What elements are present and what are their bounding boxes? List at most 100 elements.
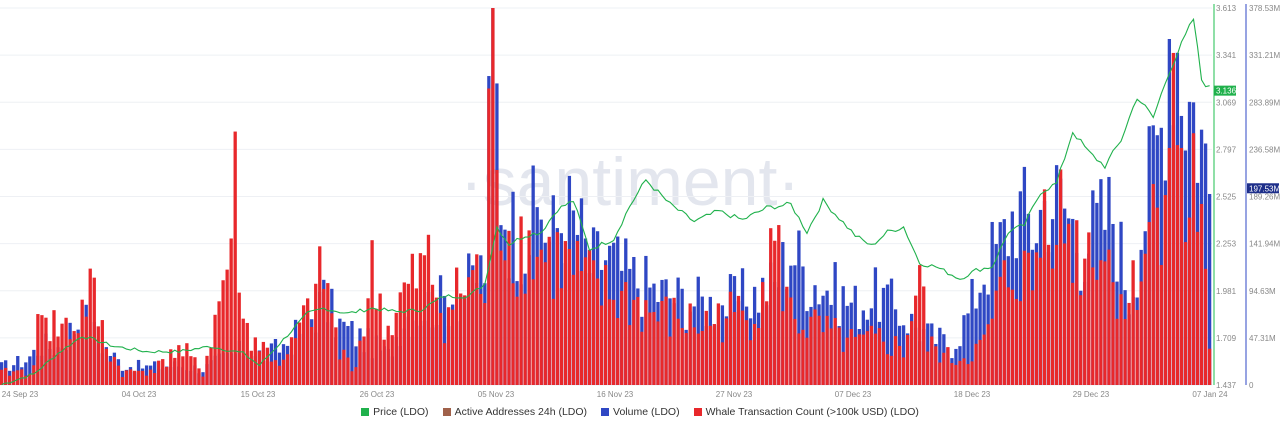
whale-bar[interactable] xyxy=(40,315,44,385)
whale-bar[interactable] xyxy=(293,338,298,385)
whale-bar[interactable] xyxy=(1187,217,1192,385)
whale-bar[interactable] xyxy=(849,329,853,385)
volume-bar[interactable] xyxy=(881,287,886,385)
whale-bar[interactable] xyxy=(994,290,998,385)
whale-bar[interactable] xyxy=(1159,265,1163,385)
whale-bar[interactable] xyxy=(334,327,338,385)
whale-bar[interactable] xyxy=(173,357,177,385)
whale-bar[interactable] xyxy=(281,359,286,385)
whale-bar[interactable] xyxy=(157,360,161,385)
whale-bar[interactable] xyxy=(1163,195,1167,385)
whale-bar[interactable] xyxy=(322,288,326,385)
whale-bar[interactable] xyxy=(1006,287,1010,385)
whale-bar[interactable] xyxy=(193,357,197,385)
whale-bar[interactable] xyxy=(406,283,410,385)
whale-bar[interactable] xyxy=(1123,319,1127,385)
whale-bar[interactable] xyxy=(938,362,942,385)
whale-bar[interactable] xyxy=(358,340,362,385)
whale-bar[interactable] xyxy=(104,348,108,385)
whale-bar[interactable] xyxy=(910,321,914,385)
whale-bar[interactable] xyxy=(640,331,644,385)
whale-bar[interactable] xyxy=(72,331,76,385)
whale-bar[interactable] xyxy=(841,351,845,385)
whale-bar[interactable] xyxy=(897,345,902,385)
volume-bar[interactable] xyxy=(28,356,32,385)
whale-bar[interactable] xyxy=(720,342,725,385)
whale-bar[interactable] xyxy=(60,323,64,385)
whale-bar[interactable] xyxy=(918,265,922,385)
whale-bar[interactable] xyxy=(636,296,640,385)
whale-bar[interactable] xyxy=(479,293,483,385)
whale-bar[interactable] xyxy=(277,365,282,385)
whale-bar[interactable] xyxy=(732,312,737,385)
whale-bar[interactable] xyxy=(217,301,221,385)
whale-bar[interactable] xyxy=(80,299,84,385)
whale-bar[interactable] xyxy=(990,318,994,385)
whale-bar[interactable] xyxy=(1195,231,1200,385)
whale-bar[interactable] xyxy=(966,364,970,385)
whale-bar[interactable] xyxy=(833,317,837,385)
whale-bar[interactable] xyxy=(724,318,729,385)
whale-bar[interactable] xyxy=(503,260,507,385)
whale-bar[interactable] xyxy=(1030,290,1035,385)
whale-bar[interactable] xyxy=(740,310,745,385)
whale-bar[interactable] xyxy=(1091,267,1095,385)
whale-bar[interactable] xyxy=(8,375,12,385)
whale-bar[interactable] xyxy=(1014,298,1018,385)
whale-bar[interactable] xyxy=(229,238,233,385)
whale-bar[interactable] xyxy=(507,230,511,385)
whale-bar[interactable] xyxy=(197,368,201,385)
whale-bar[interactable] xyxy=(398,292,402,385)
whale-bar[interactable] xyxy=(620,290,624,385)
whale-bar[interactable] xyxy=(825,315,829,385)
whale-bar[interactable] xyxy=(265,347,270,385)
whale-bar[interactable] xyxy=(539,249,543,385)
whale-bar[interactable] xyxy=(495,169,499,385)
whale-bar[interactable] xyxy=(1054,244,1059,385)
whale-bar[interactable] xyxy=(144,375,149,385)
whale-bar[interactable] xyxy=(793,318,797,385)
whale-bar[interactable] xyxy=(245,322,249,385)
whale-bar[interactable] xyxy=(901,357,906,385)
whale-bar[interactable] xyxy=(692,327,696,385)
whale-bar[interactable] xyxy=(612,299,616,385)
whale-bar[interactable] xyxy=(1071,282,1075,385)
whale-bar[interactable] xyxy=(757,328,761,385)
whale-bar[interactable] xyxy=(487,88,491,386)
whale-bar[interactable] xyxy=(1099,260,1103,385)
whale-bar[interactable] xyxy=(273,360,278,385)
whale-bar[interactable] xyxy=(1022,250,1027,385)
whale-bar[interactable] xyxy=(1171,52,1176,386)
volume-bar[interactable] xyxy=(841,286,845,385)
whale-bar[interactable] xyxy=(1143,253,1147,385)
whale-bar[interactable] xyxy=(531,279,535,385)
volume-bar[interactable] xyxy=(801,266,805,385)
whale-bar[interactable] xyxy=(873,333,878,385)
whale-bar[interactable] xyxy=(370,240,374,385)
whale-bar[interactable] xyxy=(394,312,398,385)
whale-bar[interactable] xyxy=(579,271,584,385)
whale-bar[interactable] xyxy=(644,300,648,385)
whale-bar[interactable] xyxy=(463,295,467,385)
whale-bar[interactable] xyxy=(765,301,769,385)
whale-bar[interactable] xyxy=(459,293,463,385)
whale-bar[interactable] xyxy=(926,351,930,385)
whale-bar[interactable] xyxy=(185,343,189,385)
whale-bar[interactable] xyxy=(934,346,938,385)
whale-bar[interactable] xyxy=(555,232,559,385)
whale-bar[interactable] xyxy=(249,350,253,385)
whale-bar[interactable] xyxy=(777,225,781,385)
volume-bar[interactable] xyxy=(990,221,994,385)
whale-bar[interactable] xyxy=(120,377,125,385)
whale-bar[interactable] xyxy=(48,341,52,385)
whale-bar[interactable] xyxy=(426,234,431,385)
whale-bar[interactable] xyxy=(4,367,8,385)
price-line[interactable] xyxy=(1,17,1210,386)
whale-bar[interactable] xyxy=(519,216,523,385)
legend-item-active-addresses[interactable]: Active Addresses 24h (LDO) xyxy=(442,406,587,418)
whale-bar[interactable] xyxy=(318,246,322,385)
whale-bar[interactable] xyxy=(446,307,451,385)
whale-bar[interactable] xyxy=(648,312,652,386)
whale-bar[interactable] xyxy=(1127,302,1131,385)
whale-bar[interactable] xyxy=(567,248,572,385)
